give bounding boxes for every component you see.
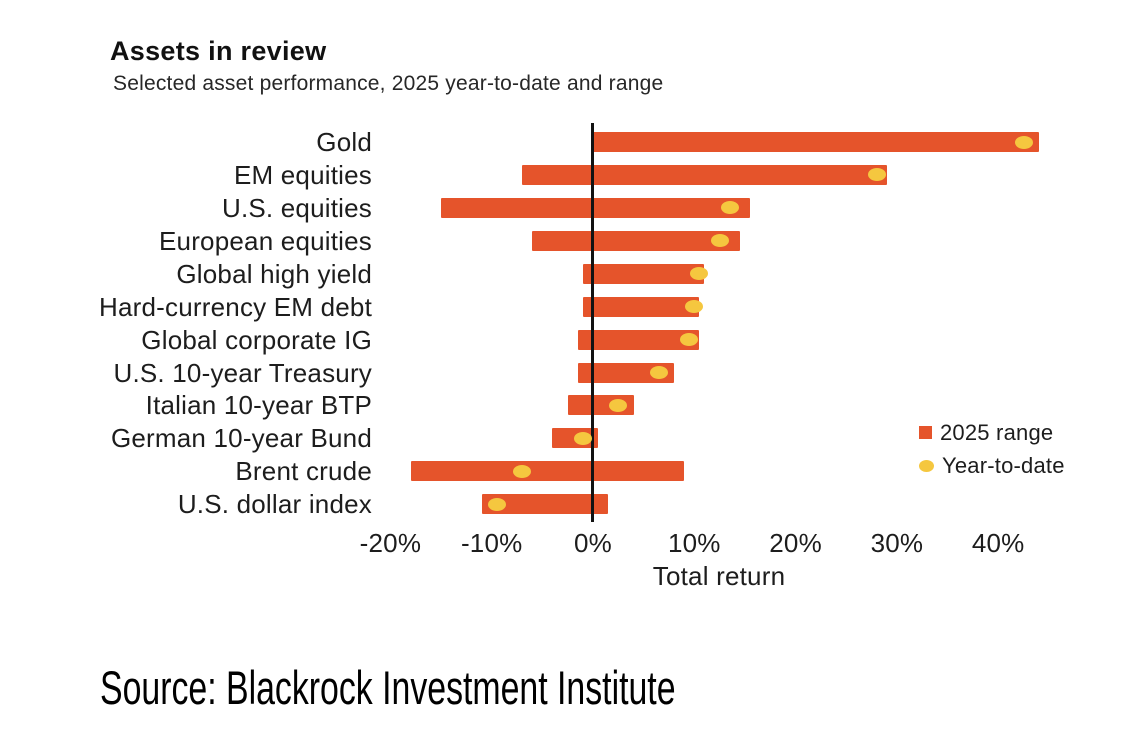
ytd-dot (867, 168, 886, 182)
ytd-dot (720, 201, 739, 215)
ytd-dot (573, 431, 592, 445)
range-bar (593, 132, 1039, 152)
range-bar (532, 230, 740, 251)
ytd-dot (685, 300, 704, 314)
category-label: EM equities (233, 159, 372, 190)
range-bar (582, 296, 700, 317)
legend: 2025 range Year-to-date (919, 420, 1065, 486)
range-bar (481, 494, 609, 515)
category-label: U.S. equities (221, 192, 372, 223)
category-label: Global high yield (176, 258, 372, 289)
legend-range-swatch-icon (919, 426, 932, 439)
category-label: European equities (159, 225, 372, 256)
category-label: Hard-currency EM debt (99, 291, 372, 322)
legend-ytd-label: Year-to-date (942, 452, 1065, 478)
range-bar (441, 197, 750, 218)
ytd-dot (680, 333, 699, 347)
range-bar (577, 329, 700, 350)
category-label: U.S. 10-year Treasury (113, 357, 372, 388)
ytd-dot (690, 267, 709, 281)
category-label: Gold (316, 127, 372, 157)
category-label: U.S. dollar index (177, 489, 372, 520)
range-bar (522, 164, 887, 185)
x-tick-label: 20% (769, 528, 822, 558)
legend-ytd-dot-icon (919, 459, 934, 472)
category-label: German 10-year Bund (110, 423, 372, 454)
source-attribution: Source: Blackrock Investment Institute (100, 661, 676, 714)
x-axis-title: Total return (652, 561, 786, 591)
ytd-dot (487, 497, 506, 511)
legend-range-label: 2025 range (940, 419, 1054, 445)
chart-subtitle: Selected asset performance, 2025 year-to… (113, 72, 664, 95)
chart-title: Assets in review (110, 36, 327, 66)
ytd-dot (513, 464, 532, 478)
range-bar (577, 362, 675, 383)
ytd-dot (609, 398, 628, 412)
ytd-dot (649, 366, 668, 379)
x-tick-label: -10% (460, 528, 523, 558)
category-label: Global corporate IG (141, 324, 372, 355)
zero-axis-line (591, 123, 594, 522)
x-tick-label: 40% (971, 528, 1025, 558)
legend-item-ytd: Year-to-date (919, 453, 1065, 478)
x-tick-label: -20% (359, 528, 422, 558)
ytd-dot (1014, 135, 1033, 149)
range-bar (410, 461, 685, 482)
range-bar (582, 263, 705, 284)
legend-item-range: 2025 range (919, 420, 1065, 445)
ytd-dot (710, 234, 729, 248)
x-tick-label: 0% (574, 528, 612, 558)
category-label: Italian 10-year BTP (145, 390, 372, 421)
x-tick-label: 30% (870, 528, 924, 558)
x-tick-label: 10% (667, 528, 721, 558)
category-label: Brent crude (235, 456, 372, 487)
